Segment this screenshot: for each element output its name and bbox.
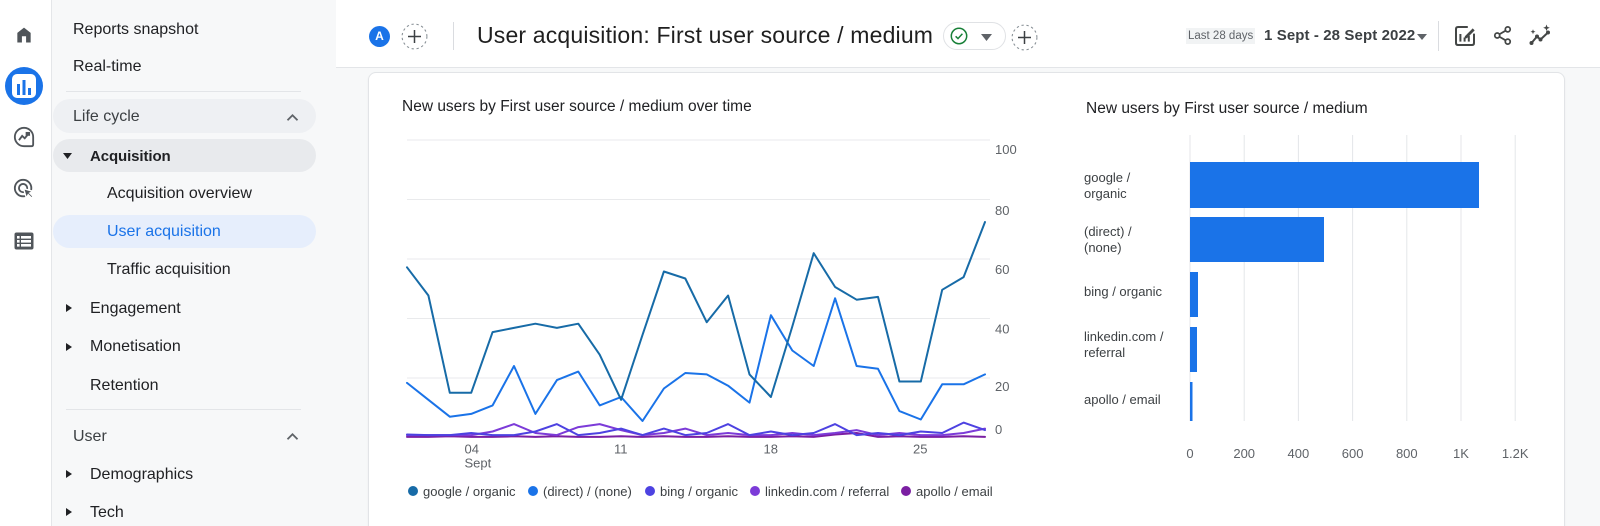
svg-text:25: 25: [913, 442, 927, 457]
svg-text:40: 40: [995, 322, 1009, 337]
svg-text:referral: referral: [1084, 345, 1125, 360]
svg-text:60: 60: [995, 262, 1009, 277]
svg-text:0: 0: [995, 422, 1002, 437]
svg-text:(none): (none): [1084, 240, 1122, 255]
svg-text:11: 11: [614, 442, 628, 457]
svg-text:Sept: Sept: [465, 456, 492, 471]
svg-text:apollo / email: apollo / email: [1084, 392, 1161, 407]
svg-text:800: 800: [1396, 446, 1418, 461]
svg-text:600: 600: [1342, 446, 1364, 461]
svg-text:100: 100: [995, 142, 1017, 157]
svg-text:organic: organic: [1084, 186, 1127, 201]
svg-text:20: 20: [995, 379, 1009, 394]
svg-text:0: 0: [1186, 446, 1193, 461]
svg-text:400: 400: [1288, 446, 1310, 461]
svg-text:1.2K: 1.2K: [1502, 446, 1529, 461]
svg-text:80: 80: [995, 203, 1009, 218]
svg-text:(direct) /: (direct) /: [1084, 224, 1132, 239]
svg-text:200: 200: [1233, 446, 1255, 461]
svg-text:linkedin.com /: linkedin.com /: [1084, 329, 1164, 344]
svg-text:04: 04: [465, 442, 479, 457]
svg-text:google /: google /: [1084, 170, 1131, 185]
svg-text:1K: 1K: [1453, 446, 1469, 461]
svg-text:bing / organic: bing / organic: [1084, 284, 1163, 299]
svg-text:18: 18: [764, 442, 778, 457]
